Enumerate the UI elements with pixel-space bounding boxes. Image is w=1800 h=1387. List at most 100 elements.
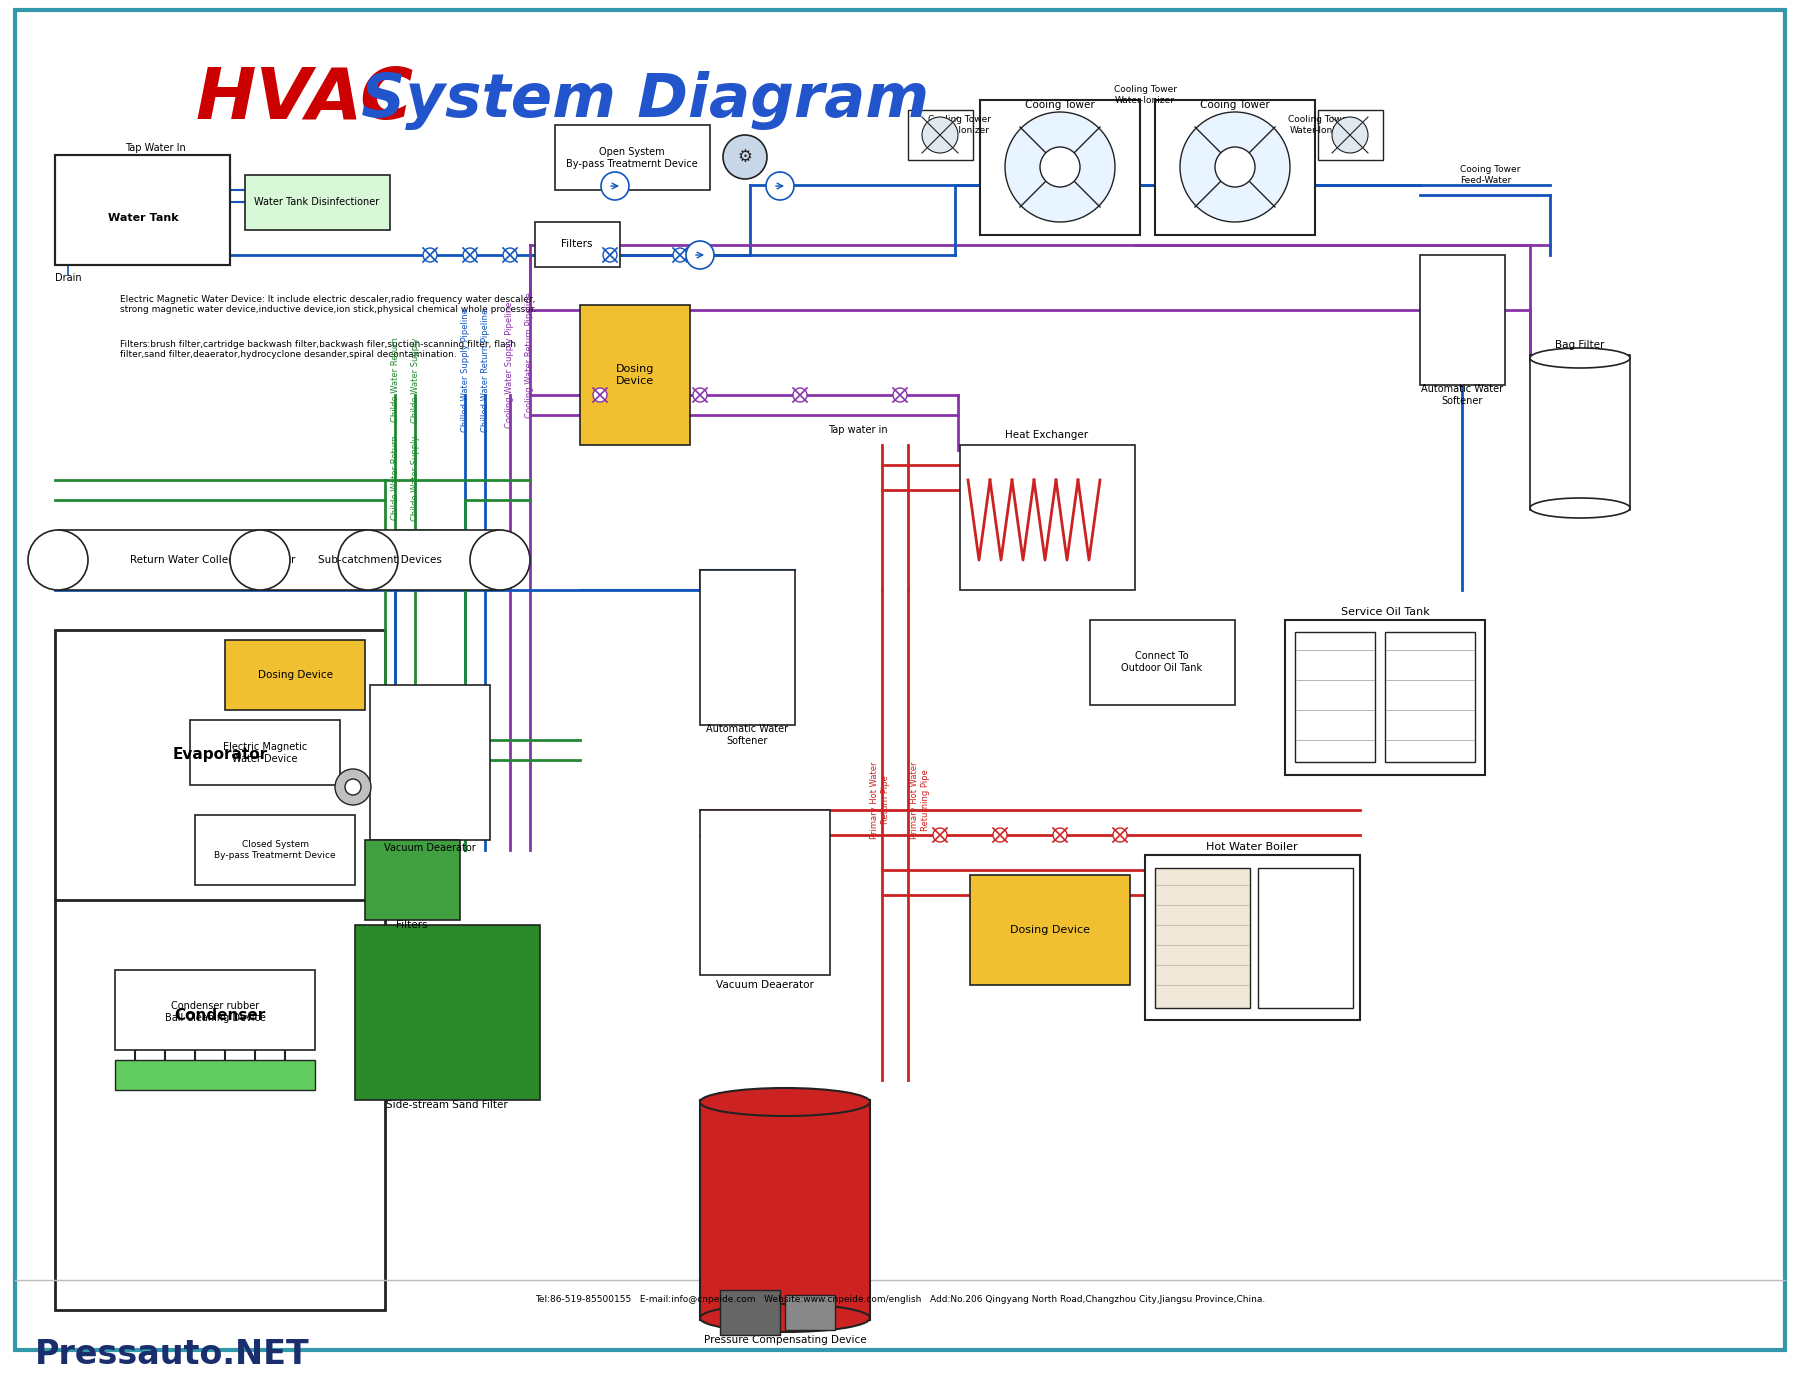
Text: Cooling Tower
Water-Ionizer: Cooling Tower Water-Ionizer bbox=[1114, 85, 1177, 104]
Bar bbox=[970, 875, 1130, 985]
Text: Drain: Drain bbox=[54, 273, 81, 283]
Bar bbox=[56, 630, 385, 1309]
Circle shape bbox=[592, 388, 607, 402]
Ellipse shape bbox=[470, 530, 529, 589]
Circle shape bbox=[1004, 112, 1114, 222]
Circle shape bbox=[1053, 828, 1067, 842]
Bar bbox=[979, 100, 1139, 234]
Text: Electric Magnetic Water Device: It include electric descaler,radio frequency wat: Electric Magnetic Water Device: It inclu… bbox=[121, 295, 536, 315]
Bar bbox=[1156, 868, 1249, 1008]
Text: Cooing Tower: Cooing Tower bbox=[1201, 100, 1269, 110]
Circle shape bbox=[1332, 117, 1368, 153]
Text: Cooling Tower
Water-Ionizer: Cooling Tower Water-Ionizer bbox=[1289, 115, 1352, 135]
Text: Primary Hot Water
Returning Pipe: Primary Hot Water Returning Pipe bbox=[911, 761, 931, 839]
Circle shape bbox=[1112, 828, 1127, 842]
Bar bbox=[1384, 632, 1474, 761]
Bar bbox=[580, 305, 689, 445]
Bar bbox=[245, 175, 391, 230]
Text: Water Tank: Water Tank bbox=[108, 214, 178, 223]
Bar bbox=[907, 110, 974, 160]
Text: Childe Water Return: Childe Water Return bbox=[391, 436, 400, 520]
Circle shape bbox=[603, 248, 617, 262]
Text: Cooling Tower
Water-Ionizer: Cooling Tower Water-Ionizer bbox=[929, 115, 992, 135]
Bar bbox=[371, 685, 490, 841]
Bar bbox=[115, 1060, 315, 1090]
Bar bbox=[1145, 854, 1361, 1019]
Ellipse shape bbox=[1530, 348, 1631, 368]
Circle shape bbox=[1181, 112, 1291, 222]
Circle shape bbox=[502, 248, 517, 262]
Text: Side-stream Sand Filter: Side-stream Sand Filter bbox=[387, 1100, 508, 1110]
Text: Evaporator: Evaporator bbox=[173, 748, 268, 763]
Bar bbox=[554, 125, 709, 190]
Bar bbox=[1285, 620, 1485, 775]
Text: HVAC: HVAC bbox=[194, 65, 414, 135]
Ellipse shape bbox=[230, 530, 290, 589]
Circle shape bbox=[932, 828, 947, 842]
Text: Service Oil Tank: Service Oil Tank bbox=[1341, 608, 1429, 617]
Text: ⚙: ⚙ bbox=[738, 148, 752, 166]
Text: Chilled Water Supply Pipeline: Chilled Water Supply Pipeline bbox=[461, 308, 470, 431]
Bar bbox=[535, 222, 619, 268]
Text: Closed System
By-pass Treatmernt Device: Closed System By-pass Treatmernt Device bbox=[214, 841, 337, 860]
Circle shape bbox=[1215, 147, 1255, 187]
Text: Dosing
Device: Dosing Device bbox=[616, 365, 653, 386]
Bar bbox=[959, 445, 1136, 589]
Text: Tap Water In: Tap Water In bbox=[124, 143, 185, 153]
Bar bbox=[259, 530, 500, 589]
Text: Connect To
Outdoor Oil Tank: Connect To Outdoor Oil Tank bbox=[1121, 652, 1202, 673]
Bar bbox=[706, 578, 788, 718]
Circle shape bbox=[673, 248, 688, 262]
Text: Filters: Filters bbox=[562, 239, 592, 250]
Bar bbox=[700, 570, 796, 725]
Text: Return Water Collecting Header: Return Water Collecting Header bbox=[130, 555, 295, 565]
Circle shape bbox=[893, 388, 907, 402]
Text: Cooling Water Return Pipeline: Cooling Water Return Pipeline bbox=[526, 293, 535, 417]
Circle shape bbox=[686, 241, 715, 269]
Text: Childe Water Supply: Childe Water Supply bbox=[410, 436, 419, 520]
Ellipse shape bbox=[338, 530, 398, 589]
Text: Cooling Water Supply Pipeline: Cooling Water Supply Pipeline bbox=[506, 302, 515, 429]
Circle shape bbox=[1040, 147, 1080, 187]
Text: Water Tank Disinfectioner: Water Tank Disinfectioner bbox=[254, 197, 380, 207]
Circle shape bbox=[601, 172, 628, 200]
Circle shape bbox=[767, 172, 794, 200]
Text: Heat Exchanger: Heat Exchanger bbox=[1006, 430, 1089, 440]
Bar bbox=[58, 175, 229, 259]
Text: Pressure Compensating Device: Pressure Compensating Device bbox=[704, 1336, 866, 1345]
Bar bbox=[355, 925, 540, 1100]
Bar bbox=[1537, 365, 1622, 499]
Text: Primary Hot Water
Return Pipe: Primary Hot Water Return Pipe bbox=[871, 761, 889, 839]
Ellipse shape bbox=[700, 1304, 869, 1332]
Text: Electric Magnetic
Water Device: Electric Magnetic Water Device bbox=[223, 742, 308, 764]
Bar bbox=[194, 816, 355, 885]
Text: Condenser: Condenser bbox=[175, 1007, 266, 1022]
Bar bbox=[1318, 110, 1382, 160]
Text: Cooing Tower: Cooing Tower bbox=[1026, 100, 1094, 110]
Text: Automatic Water
Softener: Automatic Water Softener bbox=[1420, 384, 1503, 406]
Text: Cooing Tower
Feed-Water: Cooing Tower Feed-Water bbox=[1460, 165, 1521, 184]
Circle shape bbox=[693, 388, 707, 402]
Bar bbox=[1258, 868, 1354, 1008]
Text: Childe Water Supply: Childe Water Supply bbox=[410, 337, 419, 423]
Text: Bag Filter: Bag Filter bbox=[1555, 340, 1604, 350]
Bar bbox=[1420, 255, 1505, 386]
Text: Chilled Water Return Pipeline: Chilled Water Return Pipeline bbox=[481, 308, 490, 431]
Ellipse shape bbox=[29, 530, 88, 589]
Ellipse shape bbox=[700, 1087, 869, 1117]
Bar bbox=[700, 810, 830, 975]
Bar bbox=[720, 1290, 779, 1336]
Bar bbox=[1427, 265, 1498, 374]
Circle shape bbox=[994, 828, 1006, 842]
Text: Dosing Device: Dosing Device bbox=[1010, 925, 1091, 935]
Bar bbox=[1156, 100, 1316, 234]
Bar bbox=[56, 155, 230, 265]
Circle shape bbox=[423, 248, 437, 262]
Text: Automatic Water
Softener: Automatic Water Softener bbox=[706, 724, 788, 746]
Text: Open System
By-pass Treatmernt Device: Open System By-pass Treatmernt Device bbox=[567, 147, 698, 169]
Circle shape bbox=[794, 388, 806, 402]
Text: Pressauto.NET: Pressauto.NET bbox=[34, 1338, 310, 1372]
Circle shape bbox=[463, 248, 477, 262]
Text: System Diagram: System Diagram bbox=[340, 71, 929, 129]
Bar bbox=[58, 530, 367, 589]
